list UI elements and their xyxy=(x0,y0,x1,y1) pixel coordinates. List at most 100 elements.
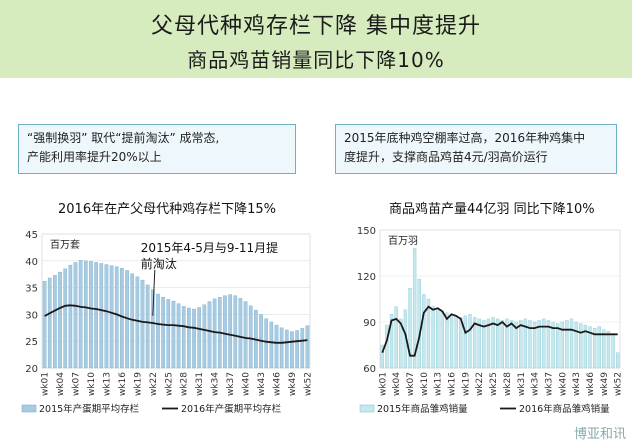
chart-left-bar xyxy=(68,264,73,369)
note-left: “强制换羽” 取代“提前淘汰” 成常态, 产能利用率提升20%以上 xyxy=(18,124,296,174)
chart-right-x-tick-label: wk37 xyxy=(544,372,554,396)
chart-left-y-tick-label: 45 xyxy=(25,230,38,241)
chart-left-bar xyxy=(99,263,104,369)
chart-right-bar xyxy=(468,314,472,369)
chart-left-bar xyxy=(295,330,299,369)
chart-right-bar xyxy=(389,314,394,369)
chart-left-bar xyxy=(284,329,289,369)
chart-right-bar xyxy=(440,311,444,369)
header-banner: 父母代种鸡存栏下降 集中度提升 商品鸡苗销量同比下降10% xyxy=(0,0,632,78)
chart-right-bar xyxy=(500,320,504,369)
chart-right-bar xyxy=(611,334,615,369)
chart-left-x-tick-label: wk19 xyxy=(133,372,143,396)
header-subtitle: 商品鸡苗销量同比下降10% xyxy=(187,48,445,72)
chart-right-bar xyxy=(532,321,537,369)
chart-left-bar xyxy=(243,301,248,369)
chart-left-bar xyxy=(233,295,238,369)
chart-right-bar xyxy=(394,306,398,369)
chart-right-bar xyxy=(459,317,463,369)
chart-left-bar xyxy=(109,265,114,369)
note-left-line1: “强制换羽” 取代“提前淘汰” 成常态, xyxy=(27,131,220,145)
chart-right-x-tick-label: wk13 xyxy=(434,372,444,396)
chart-right-bar xyxy=(606,330,611,369)
chart-right-bar xyxy=(463,315,468,369)
chart-left-bar xyxy=(264,318,269,369)
chart-left-x-tick-label: wk52 xyxy=(303,372,313,396)
chart-right-bar xyxy=(449,314,454,369)
chart-right-x-tick-label: wk22 xyxy=(475,372,485,396)
chart-left-bar xyxy=(47,277,52,369)
chart-right-bar xyxy=(597,326,601,369)
chart-right-bar xyxy=(583,324,588,369)
chart-right-x-tick-label: wk46 xyxy=(586,372,596,396)
chart-left-y-tick-label: 40 xyxy=(25,257,38,268)
chart-left-x-tick-label: wk16 xyxy=(118,372,128,396)
chart-left-bar xyxy=(223,295,227,369)
chart-right-bar xyxy=(551,321,555,369)
chart-left-annotation-arrow xyxy=(152,269,156,316)
chart-right: 60 90 120 150 百万羽 wk01 wk04 wk07 wk10 wk13 wk16 wk1… xyxy=(357,226,624,415)
chart-left-x-tick-label: wk04 xyxy=(56,372,66,396)
chart-left-bar xyxy=(58,271,62,369)
chart-left-bar xyxy=(274,324,279,369)
chart-left-y-tick-label: 35 xyxy=(25,284,38,295)
chart-left-bar xyxy=(238,298,243,369)
chart-left-bar xyxy=(161,297,165,369)
chart-left-bar xyxy=(197,307,202,369)
watermark: 博亚和讯 xyxy=(573,427,626,442)
chart-right-bar xyxy=(569,318,574,369)
chart-right-line-2016 xyxy=(381,305,618,357)
chart-right-x-tick-label: wk52 xyxy=(614,372,624,396)
chart-right-bar xyxy=(482,320,486,369)
chart-left-x-tick-label: wk46 xyxy=(273,372,283,396)
chart-left-bar xyxy=(171,300,176,369)
chart-right-x-tick-label: wk43 xyxy=(572,372,582,396)
chart-left-bar xyxy=(279,327,284,369)
chart-left-bar xyxy=(212,298,217,369)
chart-right-bar xyxy=(523,318,528,369)
chart-right-bar xyxy=(436,307,440,369)
chart-left-bar xyxy=(305,325,310,369)
chart-left-bar xyxy=(156,293,160,369)
chart-left-bar xyxy=(181,306,186,369)
chart-left-x-tick-label: wk49 xyxy=(288,372,298,396)
chart-right-x-tick-label: wk28 xyxy=(503,372,513,396)
chart-left-x-tick-label: wk10 xyxy=(87,372,97,396)
chart-right-bar xyxy=(556,323,560,369)
chart-right-bar xyxy=(431,306,435,369)
chart-left-x-tick-label: wk31 xyxy=(195,372,205,396)
chart-left-title: 2016年在产父母代种鸡存栏下降15% xyxy=(58,202,276,217)
chart-right-x-tick-label: wk19 xyxy=(461,372,471,396)
chart-left-y-tick-label: 25 xyxy=(25,337,38,348)
chart-left-annotation-line2: 前淘汰 xyxy=(141,256,177,271)
chart-left-bar xyxy=(202,304,207,369)
chart-left-legend-swatch-2015 xyxy=(21,404,37,413)
chart-left: 20 25 30 35 40 45 百万套 wk01 wk04 wk07 wk10 wk13 wk16 w… xyxy=(21,230,313,415)
chart-right-bar xyxy=(426,298,431,369)
chart-left-bar xyxy=(228,294,232,369)
chart-right-legend-label-2015: 2015年商品雏鸡销量 xyxy=(377,403,468,415)
chart-right-bar xyxy=(514,321,518,369)
chart-left-bar xyxy=(89,261,93,369)
chart-left-bar xyxy=(145,284,150,369)
chart-left-bar xyxy=(114,266,119,369)
chart-right-x-tick-label: wk04 xyxy=(392,372,402,396)
chart-left-bar xyxy=(187,307,191,369)
chart-right-bar xyxy=(417,278,421,369)
chart-right-bar xyxy=(496,318,500,369)
chart-left-bar xyxy=(140,279,145,369)
chart-right-bar xyxy=(537,320,541,369)
chart-left-bar xyxy=(42,280,47,369)
chart-right-unit-label: 百万羽 xyxy=(388,235,418,247)
chart-left-bar xyxy=(150,289,155,369)
chart-right-x-tick-label: wk31 xyxy=(517,372,527,396)
chart-right-bar xyxy=(399,318,403,369)
chart-right-bar xyxy=(579,323,583,369)
chart-right-y-tick-label: 90 xyxy=(363,318,376,329)
chart-right-bar xyxy=(408,288,412,369)
chart-right-x-tick-label: wk16 xyxy=(448,372,458,396)
chart-left-bar xyxy=(104,264,109,369)
chart-right-legend-label-2016: 2016年商品雏鸡销量 xyxy=(519,403,610,415)
chart-right-y-tick-label: 120 xyxy=(357,272,376,283)
chart-left-bar xyxy=(120,268,124,369)
